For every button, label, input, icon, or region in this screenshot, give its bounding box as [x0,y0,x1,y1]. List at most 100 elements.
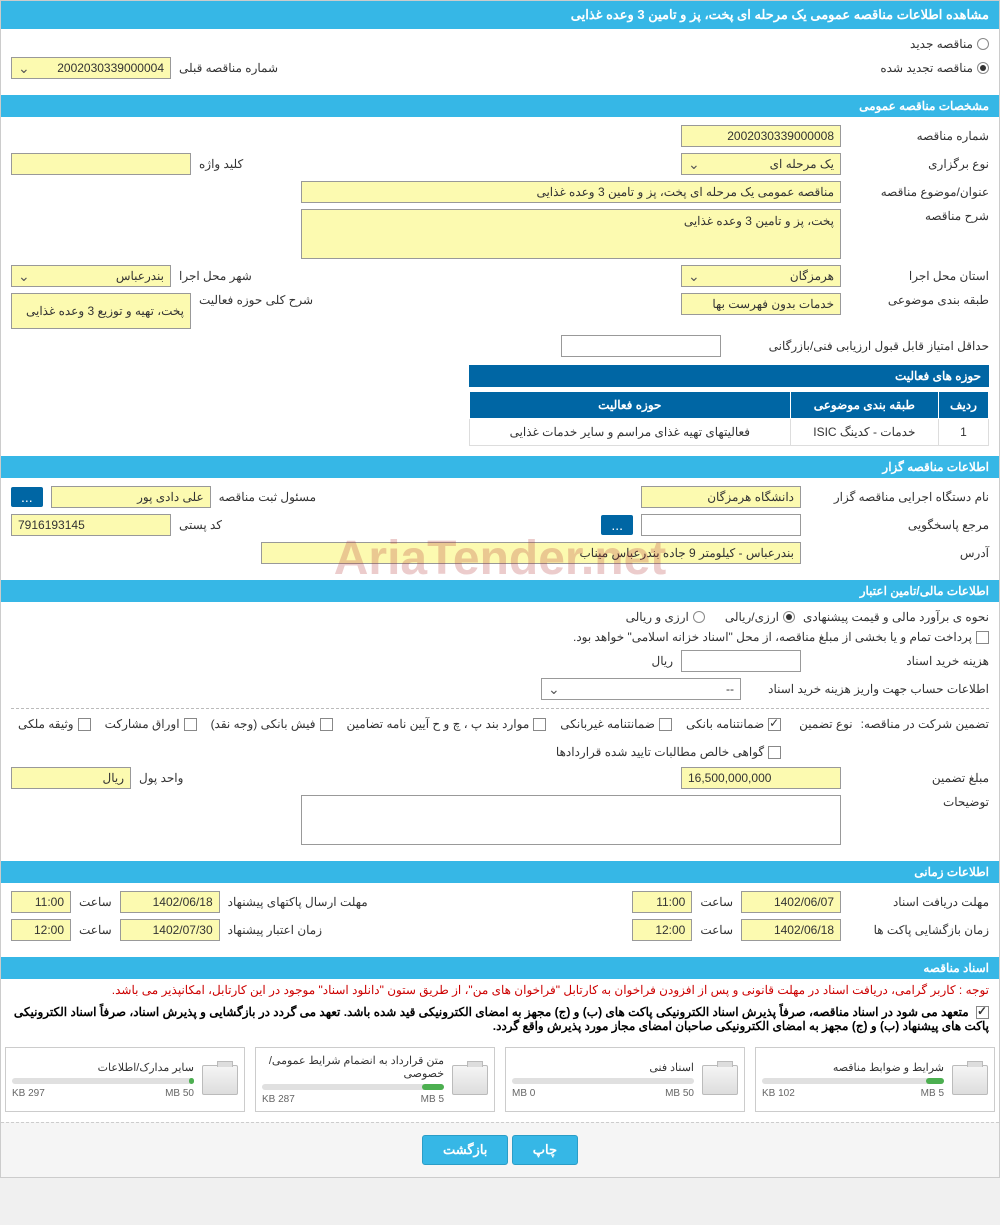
type-select[interactable]: یک مرحله ای [681,153,841,175]
file-name: شرایط و ضوابط مناقصه [762,1061,944,1074]
category-label: طبقه بندی موضوعی [849,293,989,307]
desc-label: شرح مناقصه [849,209,989,223]
prev-number-select[interactable]: 2002030339000004 [11,57,171,79]
file-card[interactable]: سایر مدارک/اطلاعات 50 MB297 KB [5,1047,245,1112]
score-label: حداقل امتیاز قابل قبول ارزیابی فنی/بازرگ… [729,339,989,353]
reg-label: مسئول ثبت مناقصه [219,490,316,504]
validity-time: 12:00 [11,919,71,941]
back-button[interactable]: بازگشت [422,1135,508,1165]
more-button-2[interactable]: ... [601,515,633,535]
keyword-field[interactable] [11,153,191,175]
guarantee-type-label: نوع تضمین [799,717,852,731]
time-label-1: ساعت [700,895,733,909]
check-g5[interactable]: اوراق مشارکت [105,717,197,731]
doc-deadline-label: مهلت دریافت اسناد [849,895,989,909]
radio-icon [977,62,989,74]
org-label: نام دستگاه اجرایی مناقصه گزار [809,490,989,504]
folder-icon [702,1065,738,1095]
check-g7[interactable]: گواهی خالص مطالبات تایید شده قراردادها [556,745,781,759]
ref-field[interactable] [641,514,801,536]
remarks-label: توضیحات [849,795,989,809]
section-finance-header: اطلاعات مالی/تامین اعتبار [1,580,999,602]
file-name: سایر مدارک/اطلاعات [12,1061,194,1074]
send-label: مهلت ارسال پاکتهای پیشنهاد [228,895,368,909]
radio-icon [783,611,795,623]
desc-textarea[interactable]: پخت، پز و تامین 3 وعده غذایی [301,209,841,259]
radio-icon [977,38,989,50]
table-row: 1خدمات - کدینگ ISICفعالیتهای تهیه غذای م… [470,419,989,446]
radio-opt2[interactable]: ارزی و ریالی [626,610,705,624]
treasury-check[interactable]: پرداخت تمام و یا بخشی از مبلغ مناقصه، از… [573,630,989,644]
title-field[interactable]: مناقصه عمومی یک مرحله ای پخت، پز و تامین… [301,181,841,203]
reg-field: علی دادی پور [51,486,211,508]
doc-deadline-date: 1402/06/07 [741,891,841,913]
checkbox-icon [184,718,197,731]
file-card[interactable]: متن قرارداد به انضمام شرایط عمومی/خصوصی … [255,1047,495,1112]
doc-deadline-time: 11:00 [632,891,692,913]
folder-icon [952,1065,988,1095]
more-button[interactable]: ... [11,487,43,507]
prev-number-label: شماره مناقصه قبلی [179,61,278,75]
checkbox-icon [320,718,333,731]
org-field: دانشگاه هرمزگان [641,486,801,508]
title-label: عنوان/موضوع مناقصه [849,185,989,199]
radio-renewed-tender[interactable]: مناقصه تجدید شده [880,61,989,75]
guarantee-label: تضمین شرکت در مناقصه: [861,717,989,731]
remarks-field[interactable] [301,795,841,845]
radio-opt1[interactable]: ارزی/ریالی [725,610,795,624]
method-label: نحوه ی برآورد مالی و قیمت پیشنهادی [803,610,989,624]
check-g2[interactable]: ضمانتنامه غیربانکی [560,717,672,731]
folder-icon [202,1065,238,1095]
rial-label: ریال [651,654,673,668]
section-org-header: اطلاعات مناقصه گزار [1,456,999,478]
amount-label: مبلغ تضمین [849,771,989,785]
city-select[interactable]: بندرعباس [11,265,171,287]
account-select[interactable]: -- [541,678,741,700]
province-select[interactable]: هرمزگان [681,265,841,287]
check-g6[interactable]: وثیقه ملکی [18,717,91,731]
type-label: نوع برگزاری [849,157,989,171]
checkbox-icon [976,1006,989,1019]
time-label-3: ساعت [79,895,112,909]
checkbox-icon [768,718,781,731]
open-time: 12:00 [632,919,692,941]
doc-cost-field[interactable] [681,650,801,672]
open-date: 1402/06/18 [741,919,841,941]
send-time: 11:00 [11,891,71,913]
currency-label: واحد پول [139,771,183,785]
category-field[interactable]: خدمات بدون فهرست بها [681,293,841,315]
addr-label: آدرس [809,546,989,560]
province-label: استان محل اجرا [849,269,989,283]
send-date: 1402/06/18 [120,891,220,913]
check-g1[interactable]: ضمانتنامه بانکی [686,717,781,731]
col-scope: حوزه فعالیت [470,392,791,419]
notice-black: متعهد می شود در اسناد مناقصه، صرفاً پذیر… [1,1001,999,1037]
radio-icon [693,611,705,623]
score-field[interactable] [561,335,721,357]
scope-label: شرح کلی حوزه فعالیت [199,293,313,307]
addr-field: بندرعباس - کیلومتر 9 جاده بندرعباس میناب [261,542,801,564]
checkbox-icon [976,631,989,644]
currency-field: ریال [11,767,131,789]
file-card[interactable]: اسناد فنی 50 MB0 MB [505,1047,745,1112]
col-cat: طبقه بندی موضوعی [790,392,938,419]
activity-table-header: حوزه های فعالیت [469,365,989,387]
checkbox-icon [659,718,672,731]
file-card[interactable]: شرایط و ضوابط مناقصه 5 MB102 KB [755,1047,995,1112]
ref-label: مرجع پاسخگویی [809,518,989,532]
folder-icon [452,1065,488,1095]
account-label: اطلاعات حساب جهت واریز هزینه خرید اسناد [749,682,989,696]
amount-field: 16,500,000,000 [681,767,841,789]
open-label: زمان بازگشایی پاکت ها [849,923,989,937]
checkbox-icon [78,718,91,731]
tender-num-field: 2002030339000008 [681,125,841,147]
check-g4[interactable]: فیش بانکی (وجه نقد) [211,717,333,731]
col-row: ردیف [939,392,989,419]
keyword-label: کلید واژه [199,157,243,171]
radio-new-tender[interactable]: مناقصه جدید [910,37,989,51]
page-title: مشاهده اطلاعات مناقصه عمومی یک مرحله ای … [1,1,999,29]
notice-red: توجه : کاربر گرامی، دریافت اسناد در مهلت… [1,979,999,1001]
check-g3[interactable]: موارد بند پ ، چ و ح آیین نامه تضامین [347,717,547,731]
section-docs-header: اسناد مناقصه [1,957,999,979]
print-button[interactable]: چاپ [512,1135,578,1165]
